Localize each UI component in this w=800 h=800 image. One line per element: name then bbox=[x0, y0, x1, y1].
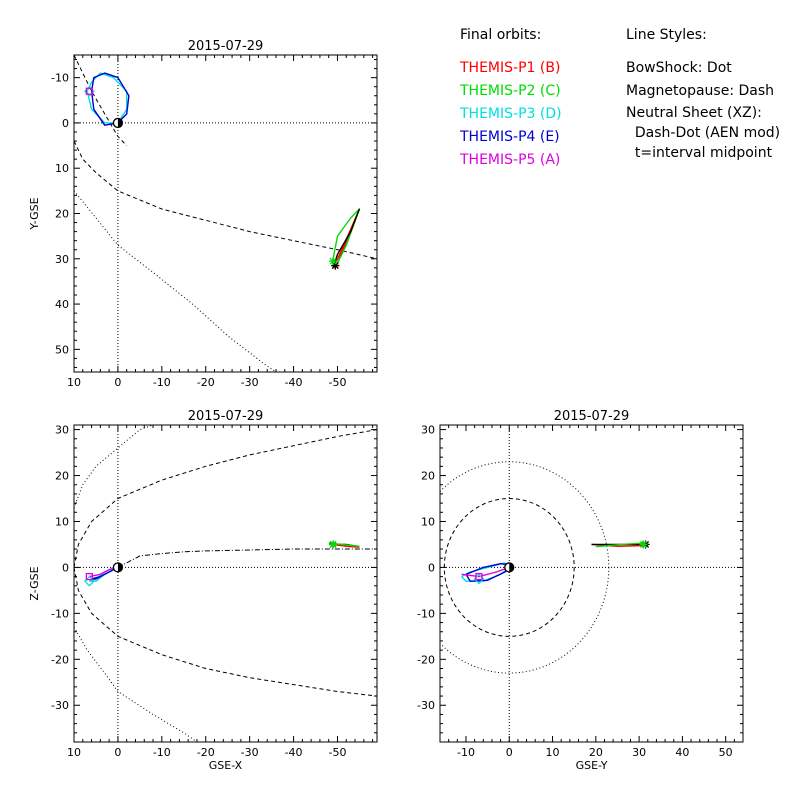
y-tick-label: 0 bbox=[62, 117, 69, 130]
style-legend-line: Magnetopause: Dash bbox=[626, 83, 775, 99]
boundary-line bbox=[74, 190, 277, 372]
plot-area bbox=[440, 425, 743, 742]
plot-title: 2015-07-29 bbox=[554, 409, 630, 424]
boundary-circle bbox=[440, 461, 610, 674]
earth-night-side bbox=[117, 562, 123, 572]
boundary-line bbox=[74, 140, 377, 260]
plot-frame bbox=[439, 424, 744, 743]
y-tick-label: 50 bbox=[55, 343, 69, 356]
y-tick-label: -10 bbox=[51, 72, 69, 85]
x-tick-label: -50 bbox=[328, 746, 346, 759]
asterisk-marker bbox=[329, 540, 338, 549]
x-tick-label: -30 bbox=[241, 746, 259, 759]
plot-area bbox=[74, 425, 377, 742]
style-legend-line: Neutral Sheet (XZ): bbox=[626, 105, 762, 121]
y-tick-label: -10 bbox=[51, 607, 69, 620]
x-tick-label: -20 bbox=[197, 746, 215, 759]
y-tick-label: -20 bbox=[51, 653, 69, 666]
x-tick-label: -40 bbox=[285, 746, 303, 759]
plot-title: 2015-07-29 bbox=[188, 409, 264, 424]
orbit-legend: Final orbits: THEMIS-P1 (B) THEMIS-P2 (C… bbox=[460, 24, 562, 172]
y-tick-label: 40 bbox=[55, 298, 69, 311]
y-tick-label: 20 bbox=[55, 208, 69, 221]
orbit-legend-item: THEMIS-P1 (B) bbox=[460, 60, 561, 76]
y-tick-label: 10 bbox=[421, 515, 435, 528]
orbit-line bbox=[595, 542, 644, 548]
square-marker bbox=[475, 572, 483, 581]
style-legend-line: Dash-Dot (AEN mod) bbox=[626, 125, 781, 141]
style-legend-title: Line Styles: bbox=[626, 27, 707, 43]
x-tick-label: 0 bbox=[114, 746, 121, 759]
x-tick-label: 40 bbox=[675, 746, 689, 759]
x-tick-label: 0 bbox=[114, 376, 121, 389]
orbit-legend-item: THEMIS-P3 (D) bbox=[460, 106, 562, 122]
x-axis-label: GSE-X bbox=[209, 759, 243, 772]
x-tick-label: -20 bbox=[197, 376, 215, 389]
earth-night-side bbox=[117, 118, 123, 128]
x-tick-label: -10 bbox=[153, 746, 171, 759]
boundary-line bbox=[74, 55, 128, 146]
boundary-line bbox=[74, 567, 377, 697]
asterisk-marker bbox=[331, 261, 340, 270]
boundary-circle bbox=[443, 498, 575, 637]
x-tick-label: 20 bbox=[589, 746, 603, 759]
y-tick-label: -30 bbox=[51, 699, 69, 712]
plot-frame bbox=[73, 54, 378, 373]
x-tick-label: -30 bbox=[241, 376, 259, 389]
asterisk-marker bbox=[639, 540, 648, 549]
orbit-line bbox=[461, 566, 510, 578]
x-tick-label: 10 bbox=[67, 376, 81, 389]
x-tick-label: -40 bbox=[285, 376, 303, 389]
orbit-legend-item: THEMIS-P4 (E) bbox=[460, 129, 560, 145]
orbit-legend-item: THEMIS-P5 (A) bbox=[460, 152, 561, 168]
orbit-line bbox=[333, 543, 360, 548]
orbit-legend-item: THEMIS-P2 (C) bbox=[460, 83, 561, 99]
x-tick-label: -10 bbox=[457, 746, 475, 759]
y-tick-label: -10 bbox=[417, 607, 435, 620]
plot-yz: 2015-07-29 -10 0 10 20 30 40 50 30 20 10 0 -10 -20 -30… bbox=[417, 409, 744, 772]
y-tick-label: 20 bbox=[55, 470, 69, 483]
y-axis-label: Z-GSE bbox=[28, 566, 41, 600]
orbit-line bbox=[90, 72, 130, 126]
y-tick-label: 10 bbox=[55, 162, 69, 175]
x-tick-label: 0 bbox=[506, 746, 513, 759]
y-tick-label: -20 bbox=[417, 653, 435, 666]
y-tick-label: 10 bbox=[55, 515, 69, 528]
boundary-line bbox=[117, 548, 377, 568]
y-tick-label: -30 bbox=[417, 699, 435, 712]
plot-xz: 2015-07-29 10 0 -10 -20 -30 -40 -50 30 20 10 0 -10 -2… bbox=[28, 409, 378, 772]
square-marker bbox=[85, 87, 94, 95]
plot-frame bbox=[73, 424, 378, 743]
x-tick-label: -50 bbox=[328, 376, 346, 389]
earth-night-side bbox=[509, 562, 514, 572]
x-axis-label: GSE-Y bbox=[576, 759, 608, 772]
orbit-line bbox=[332, 208, 361, 264]
style-legend-line: BowShock: Dot bbox=[626, 60, 732, 76]
plot-xy: 2015-07-29 10 0 -10 -20 -30 -40 -50 -10 0 10 20 30 40… bbox=[28, 39, 378, 389]
x-tick-label: 30 bbox=[632, 746, 646, 759]
plot-area bbox=[74, 55, 377, 372]
boundary-line bbox=[74, 626, 198, 742]
x-tick-label: 10 bbox=[67, 746, 81, 759]
asterisk-marker bbox=[329, 257, 338, 266]
x-tick-label: -10 bbox=[153, 376, 171, 389]
y-tick-label: 30 bbox=[55, 424, 69, 437]
y-tick-label: 0 bbox=[428, 561, 435, 574]
style-legend-line: t=interval midpoint bbox=[626, 145, 773, 161]
y-tick-label: 30 bbox=[55, 253, 69, 266]
x-tick-label: 10 bbox=[546, 746, 560, 759]
style-legend: Line Styles: BowShock: Dot Magnetopause:… bbox=[626, 24, 780, 163]
square-marker bbox=[85, 572, 94, 581]
boundary-line bbox=[74, 429, 377, 568]
plot-title: 2015-07-29 bbox=[188, 39, 264, 54]
y-tick-label: 20 bbox=[421, 470, 435, 483]
y-tick-label: 0 bbox=[62, 561, 69, 574]
y-axis-label: Y-GSE bbox=[28, 197, 41, 230]
orbit-legend-title: Final orbits: bbox=[460, 27, 542, 43]
y-tick-label: 30 bbox=[421, 424, 435, 437]
boundary-line bbox=[74, 425, 154, 508]
x-tick-label: 50 bbox=[719, 746, 733, 759]
